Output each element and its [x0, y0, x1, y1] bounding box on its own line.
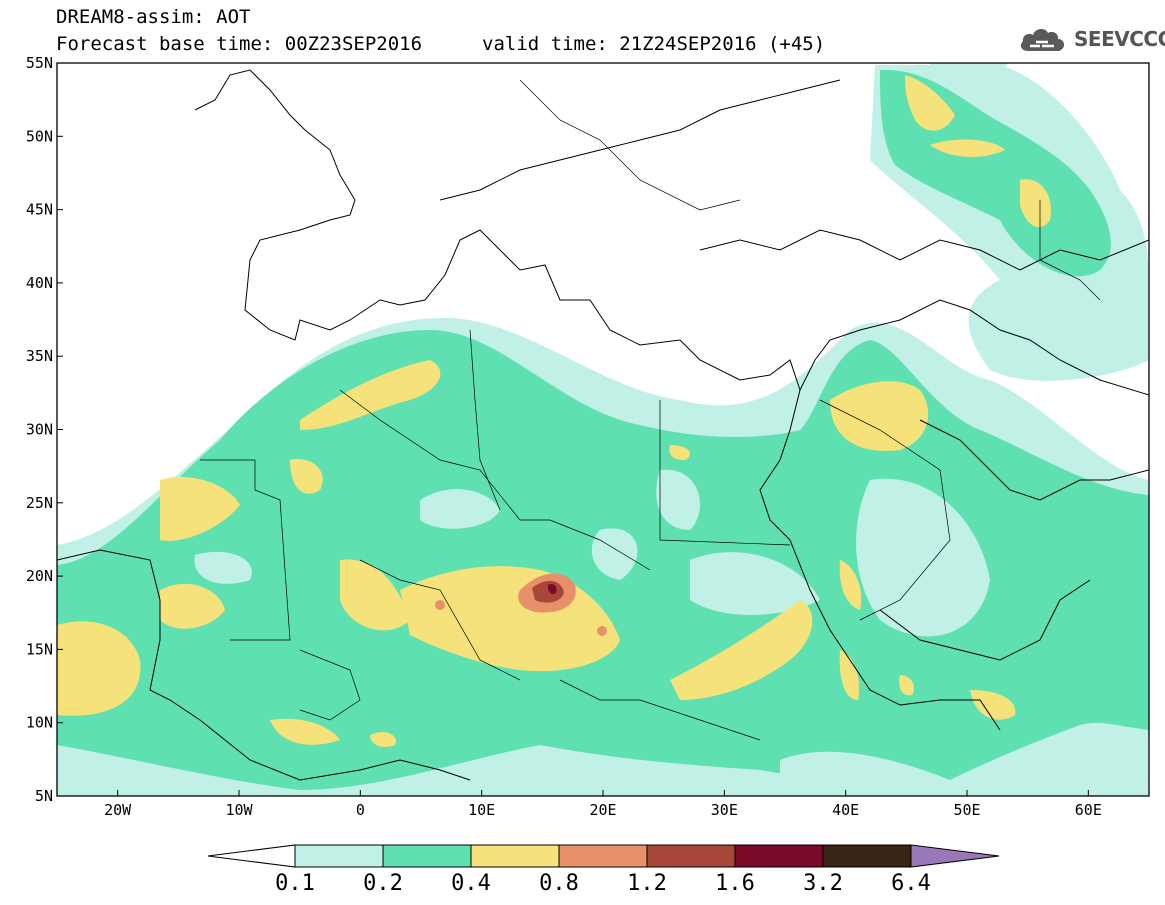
valid-time: valid time: 21Z24SEP2016 (+45) — [482, 33, 826, 55]
colorbar-label: 0.4 — [451, 871, 491, 896]
lat-label: 25N — [26, 494, 53, 512]
logo-text: SEEVCCC — [1074, 27, 1165, 51]
colorbar-bin — [294, 844, 384, 868]
lat-label: 55N — [26, 54, 53, 72]
colorbar-label: 1.6 — [715, 871, 755, 896]
lat-label: 20N — [26, 567, 53, 585]
lon-label: 30E — [711, 801, 738, 819]
lon-label: 20W — [104, 801, 132, 819]
borders — [200, 79, 1101, 741]
colorbar-bin — [734, 844, 824, 868]
aot-field — [57, 63, 1149, 796]
lat-label: 15N — [26, 640, 53, 658]
longitude-axis: 20W 10W 0 10E 20E 30E 40E 50E 60E — [104, 790, 1102, 819]
colorbar — [207, 844, 1000, 868]
lon-label: 50E — [953, 801, 980, 819]
lon-label: 0 — [356, 801, 365, 819]
colorbar-bin — [558, 844, 648, 868]
lat-label: 5N — [35, 787, 53, 805]
aot-holes — [194, 63, 1008, 796]
latitude-axis: 55N 50N 45N 40N 35N 30N 25N 20N 15N 10N 5N — [26, 54, 63, 805]
colorbar-bin — [646, 844, 736, 868]
colorbar-above-arrow — [910, 844, 1000, 868]
lat-label: 45N — [26, 201, 53, 219]
colorbar-label: 6.4 — [891, 871, 931, 896]
colorbar-bin — [382, 844, 472, 868]
lat-label: 10N — [26, 714, 53, 732]
lon-label: 60E — [1075, 801, 1102, 819]
colorbar-label: 0.1 — [275, 871, 315, 896]
aot-level-1.6 — [547, 583, 557, 595]
lon-label: 10W — [225, 801, 253, 819]
colorbar-bin — [470, 844, 560, 868]
lon-label: 40E — [832, 801, 859, 819]
colorbar-label: 3.2 — [803, 871, 843, 896]
colorbar-label: 0.8 — [539, 871, 579, 896]
colorbar-label: 0.2 — [363, 871, 403, 896]
colorbar-label: 1.2 — [627, 871, 667, 896]
cloud-icon — [1020, 29, 1065, 51]
lat-label: 35N — [26, 347, 53, 365]
base-time: Forecast base time: 00Z23SEP2016 — [56, 33, 423, 55]
colorbar-below-arrow — [207, 844, 296, 868]
lat-label: 30N — [26, 421, 53, 439]
coastlines — [57, 69, 1149, 781]
seevccc-logo: SEEVCCC — [1018, 24, 1165, 54]
product-title: DREAM8-assim: AOT — [56, 6, 251, 28]
aot-level-1.2 — [532, 580, 564, 603]
colorbar-bin — [822, 844, 912, 868]
lon-label: 10E — [468, 801, 495, 819]
lon-label: 20E — [589, 801, 616, 819]
lat-label: 50N — [26, 127, 53, 145]
lat-label: 40N — [26, 274, 53, 292]
